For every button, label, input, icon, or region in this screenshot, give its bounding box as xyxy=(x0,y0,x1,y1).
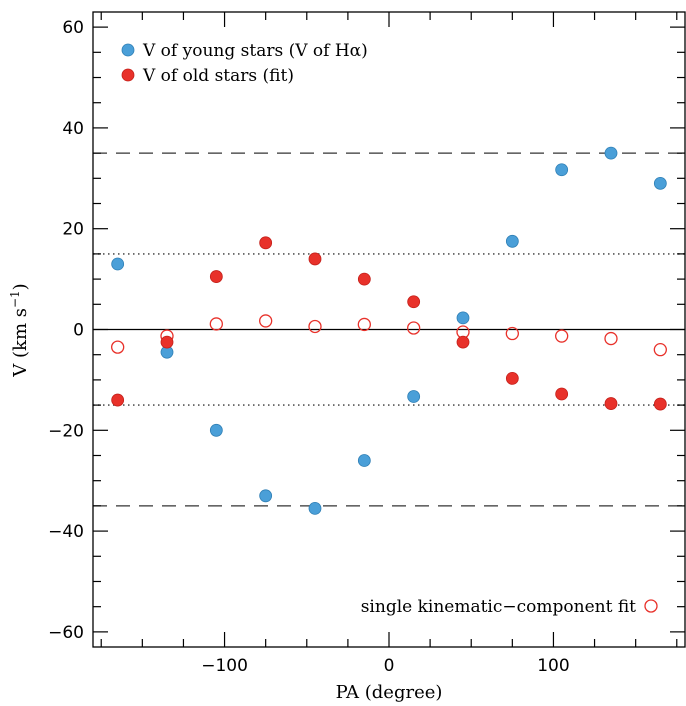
single-fit-point xyxy=(111,340,125,354)
old-star-point xyxy=(209,270,223,283)
young-star-point xyxy=(308,502,322,515)
old-star-point xyxy=(555,387,569,401)
legend-old-marker xyxy=(121,68,135,82)
legend-young-label: V of young stars (V of Hα) xyxy=(142,41,368,61)
old-star-point xyxy=(653,397,667,411)
young-star-point xyxy=(357,454,371,467)
old-star-point xyxy=(259,236,273,250)
data-points xyxy=(111,146,667,515)
young-star-point xyxy=(259,489,273,503)
old-star-point xyxy=(357,272,371,286)
single-fit-point xyxy=(259,314,273,328)
y-tick-label: −60 xyxy=(48,623,84,643)
young-star-point xyxy=(604,146,618,160)
y-tick-label: 0 xyxy=(73,321,84,341)
y-tick-label: 40 xyxy=(62,119,84,139)
single-fit-point xyxy=(209,317,223,331)
y-axis-title: V (km s−1) xyxy=(8,283,31,377)
old-star-point xyxy=(160,335,174,349)
tick-labels: −60 −40 −20 0 20 40 60 −100 0 100 xyxy=(48,18,570,676)
young-star-point xyxy=(505,234,519,248)
y-tick-label: −40 xyxy=(48,522,84,542)
plot-frame xyxy=(92,11,686,648)
y-axis-title-sup: −1 xyxy=(8,290,22,308)
y-tick-label: 20 xyxy=(62,220,84,240)
y-tick-label: 60 xyxy=(62,18,84,38)
legend-top-left: V of young stars (V of Hα) V of old star… xyxy=(121,41,368,86)
single-fit-point xyxy=(604,331,618,346)
x-tick-label: 0 xyxy=(384,656,395,676)
x-tick-label: 100 xyxy=(537,656,569,676)
old-star-point xyxy=(604,397,618,410)
young-star-point xyxy=(456,311,470,325)
legend-single-label: single kinematic−component fit xyxy=(361,597,636,617)
young-star-point xyxy=(111,257,125,271)
old-star-point xyxy=(407,295,421,309)
single-fit-point xyxy=(505,326,519,341)
legend-old-label: V of old stars (fit) xyxy=(142,66,294,86)
old-star-point xyxy=(456,335,470,349)
old-star-point xyxy=(111,393,125,407)
legend-young-marker xyxy=(121,43,135,57)
y-tick-label: −20 xyxy=(48,421,84,441)
old-star-point xyxy=(308,252,322,266)
single-fit-point xyxy=(555,329,569,343)
young-star-point xyxy=(555,163,569,177)
x-tick-label: −100 xyxy=(201,656,248,676)
young-star-point xyxy=(653,176,667,190)
young-star-point xyxy=(209,423,223,437)
young-star-point xyxy=(407,390,421,403)
reference-lines xyxy=(93,152,685,507)
legend-bottom-right: single kinematic−component fit xyxy=(361,597,658,617)
single-fit-point xyxy=(653,343,667,357)
single-fit-point xyxy=(308,319,322,334)
axis-ticks xyxy=(93,12,685,647)
old-star-point xyxy=(505,371,519,385)
legend-single-marker xyxy=(644,599,658,613)
x-axis-title: PA (degree) xyxy=(336,682,443,703)
y-axis-title-close: ) xyxy=(10,283,31,290)
y-axis-title-main: V (km s xyxy=(10,308,31,378)
single-fit-point xyxy=(357,317,371,332)
single-fit-point xyxy=(407,321,421,335)
